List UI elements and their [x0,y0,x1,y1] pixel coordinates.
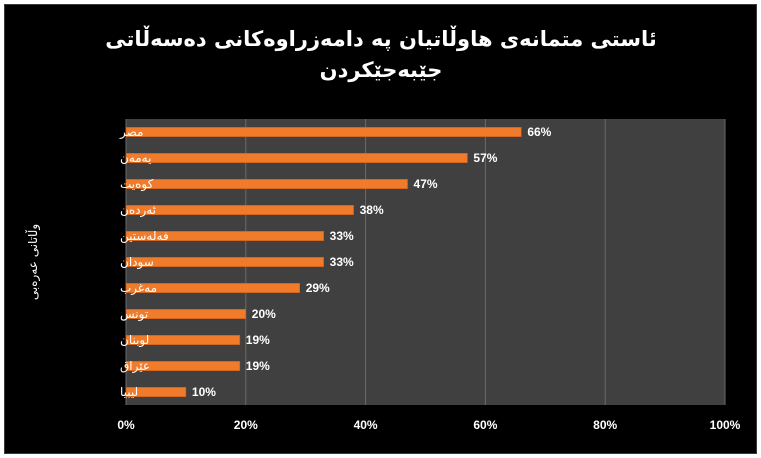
category-label: مصر [119,125,143,140]
data-label: 20% [252,307,276,321]
data-label: 47% [414,177,438,191]
x-tick-label: 80% [593,418,617,432]
bar [125,231,324,241]
data-label: 57% [473,151,497,165]
category-label: فەلەستین [120,229,169,244]
bar [125,153,468,163]
category-label: مەغرب [120,281,157,296]
chart-title-line-2: جێبەجێکردن [320,58,443,82]
bar [125,127,522,137]
bar [125,309,247,319]
data-label: 19% [246,333,270,347]
category-label: سودان [120,255,154,270]
data-label: 19% [246,359,270,373]
x-tick-label: 0% [117,418,135,432]
bar [125,179,408,189]
x-tick-label: 40% [354,418,378,432]
x-tick-label: 60% [473,418,497,432]
category-label: یەمەن [120,151,151,165]
data-labels: 66%57%47%38%33%33%29%20%19%19%10% [192,125,552,399]
category-label: لوبنان [120,333,149,348]
bar [125,387,187,397]
bar [125,361,241,371]
category-label: کوەیت [120,177,154,192]
x-tick-label: 20% [234,418,258,432]
category-label: تونس [120,307,148,322]
category-label: عێراق [120,359,150,374]
chart-frame: ئاستی متمانەی هاوڵاتیان پە دامەزراوەکانی… [4,4,757,454]
bar [125,257,324,267]
bar [125,283,301,293]
bar [125,205,354,215]
data-label: 10% [192,385,216,399]
data-label: 33% [330,255,354,269]
x-tick-label: 100% [710,418,741,432]
data-label: 66% [527,125,551,139]
chart-svg: ئاستی متمانەی هاوڵاتیان پە دامەزراوەکانی… [25,25,741,432]
data-label: 29% [306,281,330,295]
chart-title-line-1: ئاستی متمانەی هاوڵاتیان پە دامەزراوەکانی… [105,25,657,51]
data-label: 33% [330,229,354,243]
bars [125,127,522,397]
category-label: لیبیا [120,385,138,399]
category-labels: مصر یەمەن کوەیت ئەردەن فەلەستین سودان مەغرب تون… [119,125,169,399]
bar [125,335,241,345]
data-label: 38% [360,203,384,217]
y-axis-label: وڵاتانی عەرەبی [25,224,41,300]
x-tick-labels: 0% 20% 40% 60% 80% 100% [117,418,740,432]
category-label: ئەردەن [120,203,156,218]
